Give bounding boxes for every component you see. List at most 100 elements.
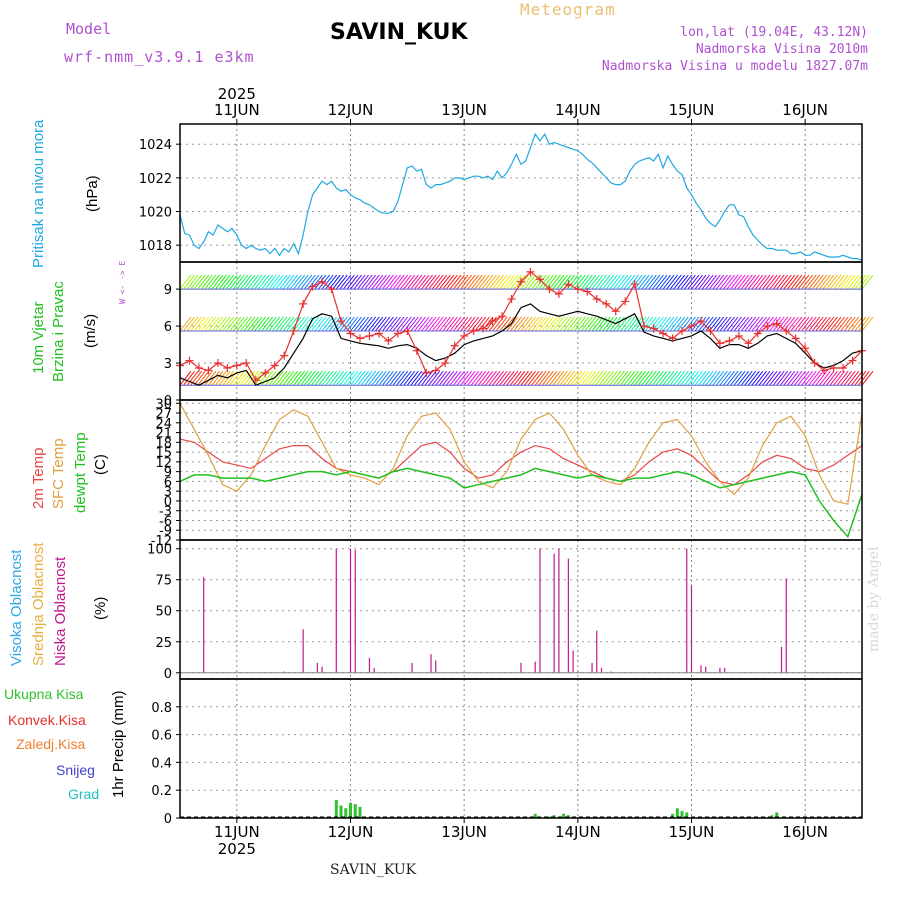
wind-barb	[747, 370, 760, 386]
bar-precip	[358, 806, 362, 818]
wind-barb	[531, 274, 544, 290]
wind-barb	[374, 316, 387, 332]
legend-frozen-rain: Zaledj.Kisa	[16, 736, 86, 752]
wind-barb	[396, 316, 409, 332]
wind-barb	[730, 316, 742, 332]
wind-barb	[659, 370, 671, 386]
gust-marker	[213, 359, 222, 368]
wind-barb	[552, 316, 565, 332]
wind-barb	[488, 316, 501, 332]
wind-barb	[271, 316, 284, 332]
wind-barb	[556, 274, 568, 290]
wind-barb	[307, 370, 320, 386]
wind-barb	[250, 370, 263, 386]
wind-barb	[858, 316, 870, 332]
wind-barb	[620, 274, 632, 290]
wind-barb	[264, 316, 277, 332]
wind-barb	[680, 316, 693, 332]
wind-barb	[421, 316, 433, 332]
wind-barb	[204, 370, 217, 386]
wind-barb	[243, 274, 256, 290]
legend-snow: Snijeg	[56, 762, 95, 778]
wind-barb	[861, 370, 874, 386]
wind-barb	[414, 316, 426, 332]
wind-barb	[350, 274, 362, 290]
wind-barb	[804, 316, 817, 332]
wind-barb	[623, 370, 636, 386]
wind-barb	[538, 370, 551, 386]
wind-barb	[296, 316, 309, 332]
gust-marker	[630, 280, 639, 289]
wind-barb	[655, 316, 668, 332]
bar-clouds	[785, 578, 787, 673]
wind-barb	[520, 316, 533, 332]
top-day-label: 11JUN	[214, 101, 260, 119]
wind-barb	[531, 316, 544, 332]
bar-clouds	[534, 661, 536, 673]
gust-marker	[261, 368, 270, 377]
wind-barb	[737, 274, 750, 290]
bottom-year-label: 2025	[218, 840, 256, 858]
wind-barb	[840, 316, 853, 332]
elevation-text: Nadmorska Visina 2010m	[695, 42, 868, 57]
wind-barb	[641, 274, 654, 290]
wind-barb	[261, 274, 274, 290]
y-tick-label: 50	[155, 605, 172, 620]
wind-barb	[854, 274, 867, 290]
wind-barb	[591, 274, 604, 290]
wind-barb	[691, 370, 703, 386]
bar-clouds	[411, 662, 413, 673]
gust-marker	[715, 339, 724, 348]
y-tick-label: 0.8	[151, 701, 172, 716]
gust-marker	[469, 327, 478, 335]
gust-marker	[251, 376, 260, 385]
wind-barb	[346, 316, 359, 332]
top-day-label: 15JUN	[669, 101, 715, 119]
wind-barb	[580, 370, 593, 386]
gust-marker	[564, 280, 573, 289]
wind-barb	[509, 274, 522, 290]
wind-barb	[460, 370, 473, 386]
wind-barb	[485, 370, 497, 386]
y-tick-label: 21	[155, 427, 172, 442]
wind-barb	[247, 370, 259, 386]
wind-barb	[271, 274, 284, 290]
wind-barb	[627, 370, 639, 386]
wind-barb	[755, 370, 767, 386]
wind-barb	[630, 370, 643, 386]
wind-barb	[414, 274, 426, 290]
gust-marker	[526, 267, 535, 276]
wind-barb	[826, 316, 838, 332]
wind-barb	[346, 370, 359, 386]
wind-barb	[655, 274, 668, 290]
wind-barb	[676, 370, 689, 386]
wind-barb	[730, 370, 742, 386]
wind-barb	[712, 274, 725, 290]
wind-barb	[794, 370, 806, 386]
wind-barb	[715, 370, 728, 386]
wind-barb	[787, 370, 799, 386]
wind-barb	[584, 370, 597, 386]
bar-clouds	[572, 650, 574, 673]
wind-barb	[232, 274, 245, 290]
wind-barb	[513, 370, 526, 386]
wind-barb	[424, 274, 437, 290]
bottom-day-label: 11JUN	[214, 823, 260, 841]
bar-clouds	[553, 553, 555, 673]
wind-barb	[673, 316, 686, 332]
wind-barb	[321, 274, 334, 290]
wind-barb	[346, 274, 359, 290]
y-tick-label: 1022	[139, 172, 172, 187]
top-year-label: 2025	[218, 85, 256, 103]
wind-barb	[517, 316, 529, 332]
wind-barb	[765, 370, 778, 386]
wind-barb	[659, 316, 671, 332]
bar-clouds	[591, 662, 593, 673]
bar-precip	[562, 813, 566, 818]
wind-barb	[367, 274, 380, 290]
wind-barb	[559, 274, 572, 290]
wind-barb	[787, 316, 799, 332]
wind-barb	[627, 316, 639, 332]
y-tick-label: 18	[155, 436, 172, 451]
wind-barb	[801, 370, 814, 386]
